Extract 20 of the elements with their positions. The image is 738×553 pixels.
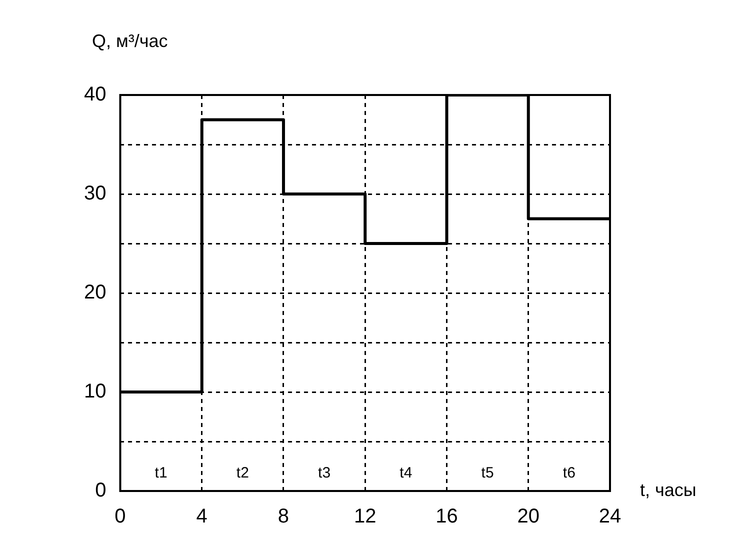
x-tick-label: 8 — [278, 506, 290, 528]
x-axis-title: t, часы — [640, 480, 696, 500]
y-tick-label: 30 — [84, 182, 106, 205]
x-tick-label: 12 — [354, 506, 376, 528]
y-tick-label: 20 — [84, 282, 106, 304]
x-tick-label: 20 — [517, 506, 540, 528]
annotation: t3 — [318, 464, 331, 482]
y-tick-label: 0 — [95, 480, 106, 502]
x-tick-label: 0 — [114, 506, 126, 528]
y-axis-title: Q, м³/час — [92, 30, 168, 51]
annotation: t1 — [154, 464, 168, 482]
x-tick-label: 4 — [196, 506, 208, 528]
annotation: t6 — [562, 464, 576, 482]
x-tick-label: 16 — [436, 506, 458, 528]
x-tick-label: 24 — [598, 506, 622, 528]
annotation: t4 — [400, 464, 412, 482]
annotation: t5 — [481, 464, 494, 482]
y-tick-label: 40 — [84, 84, 106, 106]
y-tick-label: 10 — [84, 380, 106, 403]
annotation: t2 — [236, 464, 249, 482]
